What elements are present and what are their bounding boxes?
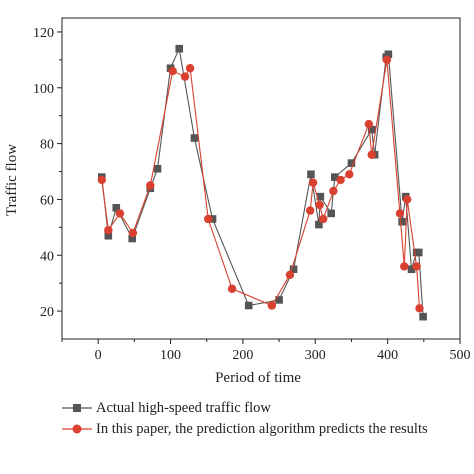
x-tick-label: 0: [95, 348, 102, 363]
data-point: [419, 312, 427, 321]
data-point: [316, 192, 325, 201]
data-point: [336, 175, 345, 185]
y-tick-label: 40: [40, 249, 54, 264]
axes: [61, 17, 461, 340]
y-tick-label: 20: [40, 305, 54, 320]
circle-marker-line-icon: [62, 424, 92, 434]
y-tick-label: 100: [33, 82, 54, 97]
data-point: [289, 265, 298, 274]
x-tick-label: 300: [305, 348, 326, 363]
data-point: [227, 284, 237, 293]
data-point: [244, 301, 253, 310]
legend-item-prediction: In this paper, the prediction algorithm …: [62, 421, 467, 438]
data-point: [306, 206, 315, 215]
legend-item-actual: Actual high-speed traffic flow: [62, 400, 467, 417]
data-point: [327, 209, 335, 218]
traffic-flow-chart: 0 100 200 300 400 500 20 40 60 80 100 120 Period of…: [4, 17, 471, 386]
y-tick-label: 80: [40, 138, 54, 153]
square-marker-line-icon: [62, 404, 92, 412]
data-point: [153, 164, 162, 173]
data-point: [203, 214, 213, 224]
data-point: [400, 262, 409, 271]
plot-frame: [61, 17, 461, 340]
x-tick-label: 500: [450, 348, 471, 363]
x-tick-label: 400: [377, 348, 398, 363]
data-point: [168, 66, 177, 76]
data-point: [97, 175, 107, 185]
data-point: [407, 265, 416, 274]
data-point: [104, 225, 113, 235]
data-point: [128, 234, 136, 243]
x-axis-label: Period of time: [215, 370, 301, 386]
data-point: [146, 181, 155, 190]
data-point: [180, 72, 190, 81]
data-point: [384, 50, 393, 59]
data-point: [367, 125, 376, 134]
data-point: [208, 215, 217, 223]
data-point: [190, 134, 199, 142]
y-axis-label: Traffic flow: [4, 144, 20, 216]
data-point: [345, 170, 354, 179]
data-point: [112, 204, 121, 212]
data-point: [331, 173, 339, 181]
data-point: [415, 304, 424, 313]
x-tick-label: 100: [160, 348, 181, 363]
legend-label-actual: Actual high-speed traffic flow: [96, 400, 271, 416]
data-point: [115, 209, 125, 218]
series-prediction: [97, 55, 424, 313]
y-tick-label: 60: [40, 193, 54, 208]
data-point: [395, 209, 405, 218]
legend: Actual high-speed traffic flow In this p…: [62, 400, 467, 438]
data-point: [175, 44, 184, 53]
data-point: [319, 214, 328, 224]
data-point: [367, 150, 376, 159]
data-point: [402, 195, 412, 204]
data-point: [347, 159, 356, 167]
series: [97, 44, 427, 321]
data-point: [412, 262, 421, 271]
data-point: [414, 248, 423, 257]
data-point: [398, 217, 406, 226]
data-point: [267, 301, 277, 310]
data-point: [185, 64, 195, 73]
data-point: [364, 119, 374, 129]
x-tick-label: 200: [232, 348, 253, 363]
data-point: [307, 170, 315, 179]
data-point: [315, 200, 324, 210]
data-point: [104, 231, 113, 240]
data-point: [275, 296, 283, 304]
data-point: [329, 186, 338, 196]
y-tick-label: 120: [33, 26, 54, 41]
data-point: [308, 178, 318, 187]
data-point: [382, 55, 392, 65]
data-point: [285, 270, 295, 279]
ticks: 0 100 200 300 400 500 20 40 60 80 100 120: [33, 26, 471, 363]
data-point: [128, 228, 138, 238]
data-point: [315, 220, 323, 229]
legend-label-prediction: In this paper, the prediction algorithm …: [96, 421, 428, 437]
